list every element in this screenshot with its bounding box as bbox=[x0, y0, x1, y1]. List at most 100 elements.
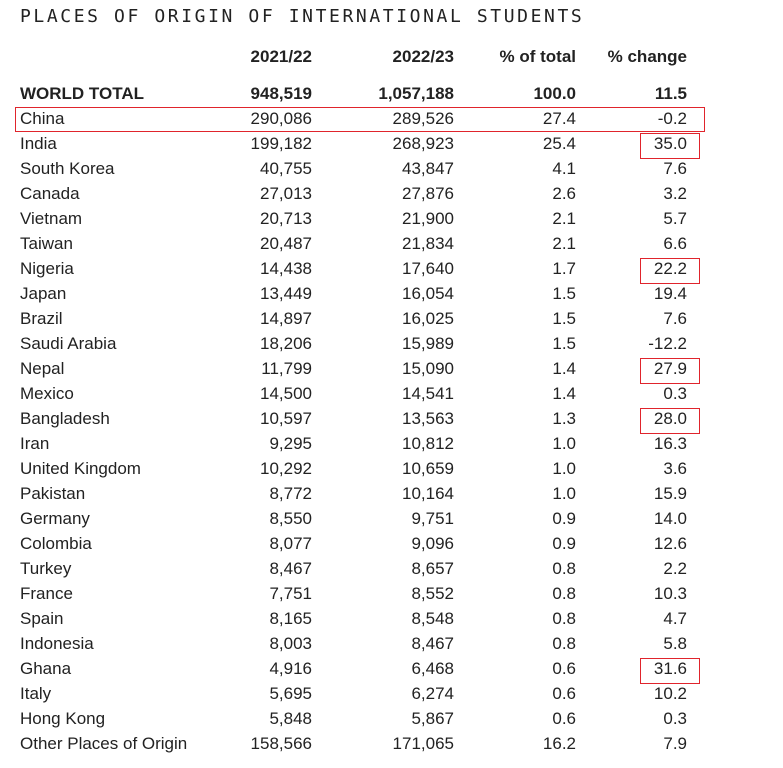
value-pct-change: -0.2 bbox=[657, 109, 687, 128]
place-name: Mexico bbox=[20, 384, 74, 403]
origins-table: WORLD TOTAL 948,519 1,057,188 100.0 11.5 Chin… bbox=[20, 81, 687, 756]
value-pct-total: 25.4 bbox=[542, 134, 576, 153]
header-2021-22: 2021/22 bbox=[250, 47, 312, 66]
table-row: Pakistan 8,772 10,164 1.0 15.9 bbox=[20, 481, 687, 506]
value-2022-23: 1,057,188 bbox=[378, 84, 454, 103]
value-pct-change: 14.0 bbox=[653, 509, 687, 528]
place-name: Spain bbox=[20, 609, 64, 628]
place-name: Canada bbox=[20, 184, 80, 203]
value-pct-change: 31.6 bbox=[653, 659, 687, 678]
value-2021-22: 8,550 bbox=[269, 509, 312, 528]
place-name: Pakistan bbox=[20, 484, 86, 503]
value-pct-total: 2.1 bbox=[552, 209, 576, 228]
place-name: Turkey bbox=[20, 559, 72, 578]
place-name: Taiwan bbox=[20, 234, 73, 253]
value-2022-23: 21,834 bbox=[402, 234, 454, 253]
value-pct-total: 1.4 bbox=[552, 384, 576, 403]
value-pct-change: 15.9 bbox=[653, 484, 687, 503]
table-row: China 290,086 289,526 27.4 -0.2 bbox=[20, 106, 687, 131]
value-2021-22: 14,897 bbox=[260, 309, 312, 328]
value-pct-change: 3.2 bbox=[663, 184, 687, 203]
value-2021-22: 14,438 bbox=[260, 259, 312, 278]
world-total-row: WORLD TOTAL 948,519 1,057,188 100.0 11.5 bbox=[20, 81, 687, 106]
header-pct-total: % of total bbox=[499, 47, 577, 66]
value-pct-total: 27.4 bbox=[542, 109, 576, 128]
place-name: India bbox=[20, 134, 57, 153]
value-pct-change: 27.9 bbox=[653, 359, 687, 378]
table-row: Bangladesh 10,597 13,563 1.3 28.0 bbox=[20, 406, 687, 431]
value-2021-22: 11,799 bbox=[261, 359, 312, 378]
place-name: Nepal bbox=[20, 359, 65, 378]
value-pct-change: 16.3 bbox=[653, 434, 687, 453]
value-2021-22: 20,487 bbox=[260, 234, 312, 253]
value-2022-23: 13,563 bbox=[402, 409, 454, 428]
value-2022-23: 27,876 bbox=[402, 184, 454, 203]
table-row: Germany 8,550 9,751 0.9 14.0 bbox=[20, 506, 687, 531]
origins-table-body: WORLD TOTAL 948,519 1,057,188 100.0 11.5 Chin… bbox=[20, 81, 687, 756]
value-pct-total: 100.0 bbox=[533, 84, 576, 103]
value-pct-change: 4.7 bbox=[663, 609, 687, 628]
value-pct-change: 35.0 bbox=[653, 134, 687, 153]
value-pct-change: 28.0 bbox=[653, 409, 687, 428]
value-2022-23: 16,025 bbox=[402, 309, 454, 328]
value-pct-total: 1.4 bbox=[552, 359, 576, 378]
value-pct-total: 0.6 bbox=[552, 659, 576, 678]
place-name: Japan bbox=[20, 284, 67, 303]
value-pct-change: 3.6 bbox=[663, 459, 687, 478]
value-2022-23: 9,096 bbox=[411, 534, 454, 553]
table-row: Nepal 11,799 15,090 1.4 27.9 bbox=[20, 356, 687, 381]
value-2022-23: 43,847 bbox=[402, 159, 454, 178]
value-2022-23: 15,989 bbox=[402, 334, 454, 353]
place-name: Vietnam bbox=[20, 209, 83, 228]
place-name: Nigeria bbox=[20, 259, 74, 278]
table-row: South Korea 40,755 43,847 4.1 7.6 bbox=[20, 156, 687, 181]
table-row: Nigeria 14,438 17,640 1.7 22.2 bbox=[20, 256, 687, 281]
table-row: United Kingdom 10,292 10,659 1.0 3.6 bbox=[20, 456, 687, 481]
table-row: Indonesia 8,003 8,467 0.8 5.8 bbox=[20, 631, 687, 656]
value-2022-23: 21,900 bbox=[402, 209, 454, 228]
table-row: Saudi Arabia 18,206 15,989 1.5 -12.2 bbox=[20, 331, 687, 356]
value-2021-22: 20,713 bbox=[260, 209, 312, 228]
value-pct-total: 0.6 bbox=[552, 684, 576, 703]
value-2021-22: 8,165 bbox=[269, 609, 312, 628]
value-2022-23: 14,541 bbox=[402, 384, 454, 403]
value-pct-total: 0.6 bbox=[552, 709, 576, 728]
value-2021-22: 8,467 bbox=[269, 559, 312, 578]
value-pct-total: 1.0 bbox=[552, 434, 576, 453]
value-pct-total: 0.8 bbox=[552, 609, 576, 628]
value-2022-23: 10,812 bbox=[402, 434, 454, 453]
place-name: South Korea bbox=[20, 159, 115, 178]
place-name: Ghana bbox=[20, 659, 72, 678]
value-2021-22: 10,292 bbox=[260, 459, 312, 478]
value-2021-22: 27,013 bbox=[260, 184, 312, 203]
header-pct-change: % change bbox=[607, 47, 687, 66]
value-pct-change: -12.2 bbox=[648, 334, 687, 353]
value-pct-total: 1.3 bbox=[552, 409, 576, 428]
value-pct-change: 0.3 bbox=[663, 384, 687, 403]
table-row: France 7,751 8,552 0.8 10.3 bbox=[20, 581, 687, 606]
value-2022-23: 15,090 bbox=[402, 359, 454, 378]
value-2022-23: 10,164 bbox=[402, 484, 454, 503]
value-pct-total: 1.7 bbox=[552, 259, 576, 278]
place-name: Germany bbox=[20, 509, 90, 528]
table-row: Italy 5,695 6,274 0.6 10.2 bbox=[20, 681, 687, 706]
value-pct-total: 1.5 bbox=[552, 334, 576, 353]
value-pct-change: 11.5 bbox=[654, 84, 687, 103]
value-pct-total: 1.0 bbox=[552, 459, 576, 478]
value-pct-change: 5.7 bbox=[663, 209, 687, 228]
place-name: Italy bbox=[20, 684, 52, 703]
value-pct-total: 0.9 bbox=[552, 534, 576, 553]
value-2021-22: 199,182 bbox=[250, 134, 312, 153]
value-pct-total: 0.9 bbox=[552, 509, 576, 528]
value-2022-23: 8,552 bbox=[411, 584, 454, 603]
value-2021-22: 10,597 bbox=[260, 409, 312, 428]
header-2022-23: 2022/23 bbox=[392, 47, 454, 66]
place-name: Saudi Arabia bbox=[20, 334, 117, 353]
place-name: Bangladesh bbox=[20, 409, 110, 428]
value-2021-22: 8,772 bbox=[269, 484, 312, 503]
value-2022-23: 5,867 bbox=[411, 709, 454, 728]
value-pct-change: 2.2 bbox=[663, 559, 687, 578]
value-pct-change: 7.9 bbox=[663, 734, 687, 753]
value-pct-total: 0.8 bbox=[552, 559, 576, 578]
value-2021-22: 948,519 bbox=[250, 84, 312, 103]
